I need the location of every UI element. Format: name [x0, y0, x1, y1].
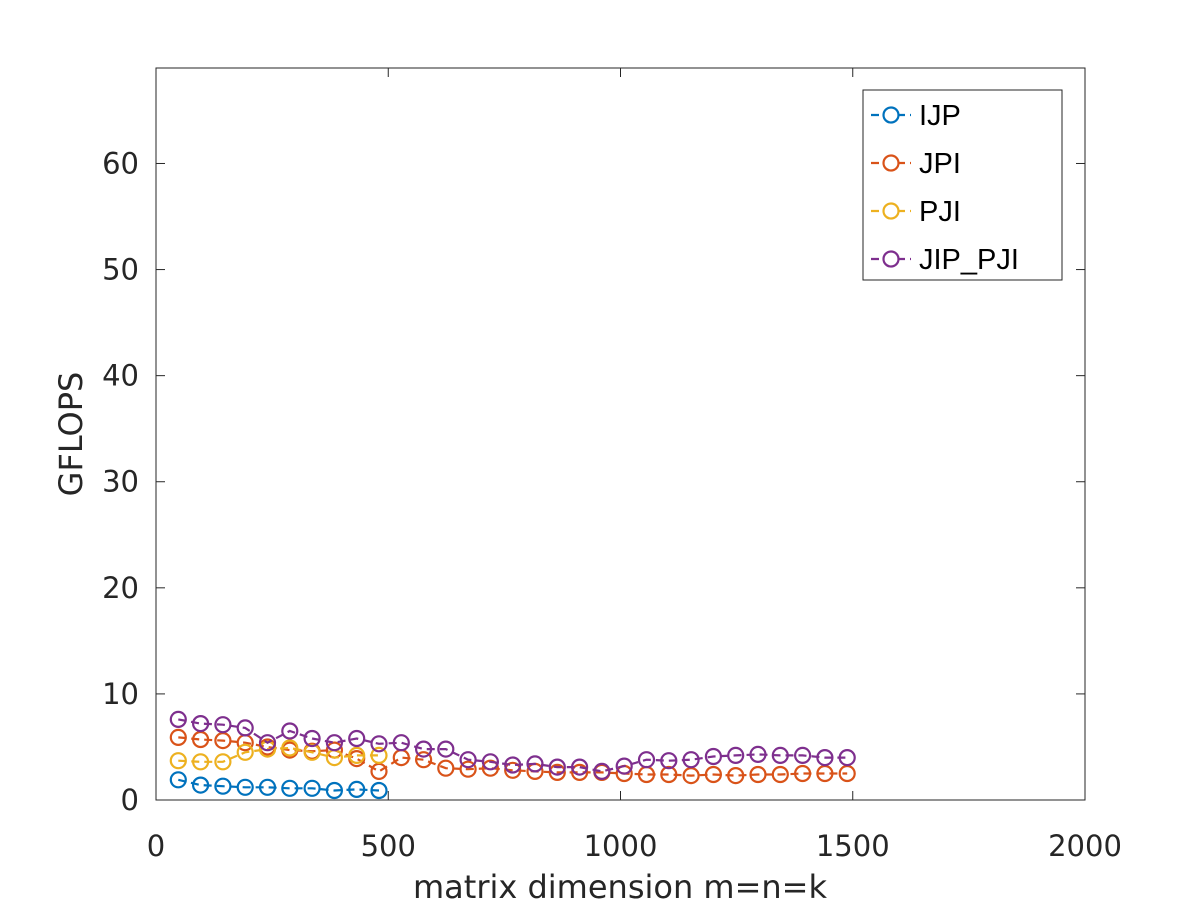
data-point: [593, 762, 611, 781]
legend-item: JPI: [871, 148, 961, 180]
data-point: [704, 765, 723, 784]
data-point: [459, 760, 477, 778]
legend-marker: [882, 106, 900, 124]
data-point: [192, 714, 210, 733]
data-point: [749, 765, 767, 784]
data-point: [281, 739, 299, 757]
data-point: [281, 779, 299, 797]
data-point: [727, 766, 745, 785]
y-tick-label: 50: [102, 253, 139, 287]
data-point: [303, 729, 321, 748]
data-point: [504, 756, 522, 774]
legend: IJP JPI PJI JIP_PJI: [862, 89, 1063, 281]
data-point: [660, 765, 678, 784]
y-tick-label: 60: [102, 146, 139, 180]
legend-label: PJI: [919, 196, 961, 228]
data-point: [771, 765, 789, 784]
data-point: [548, 763, 566, 782]
data-point: [258, 778, 277, 796]
data-point: [816, 748, 834, 767]
data-point: [370, 781, 388, 800]
data-point: [793, 764, 812, 783]
data-point: [192, 753, 210, 771]
data-point: [236, 778, 254, 796]
series-jip-pji: [169, 710, 856, 781]
x-tick-label: 1500: [816, 829, 890, 863]
y-tick-label: 10: [102, 677, 139, 711]
y-tick-label: 0: [121, 783, 139, 817]
data-point: [459, 751, 477, 769]
data-point: [570, 763, 589, 782]
y-axis-label: GFLOPS: [52, 372, 90, 497]
legend-label: JIP_PJI: [919, 244, 1019, 276]
data-point: [192, 776, 210, 794]
data-point: [169, 710, 187, 729]
data-point: [415, 751, 433, 769]
legend-label: IJP: [919, 100, 961, 132]
data-point: [392, 734, 410, 752]
data-point: [325, 781, 343, 800]
data-point: [303, 779, 321, 797]
x-tick-label: 1000: [584, 829, 658, 863]
series-line: [178, 718, 848, 773]
legend-marker: [882, 202, 900, 220]
data-point: [771, 746, 789, 765]
data-point: [615, 757, 633, 775]
data-point: [727, 746, 745, 765]
series-pji: [169, 739, 388, 771]
data-point: [348, 746, 366, 765]
ticks-layer: 0 500 1000 1500 2000 0 10 20 30 40 50 60: [102, 68, 1122, 863]
y-tick-label: 30: [102, 465, 139, 499]
data-point: [682, 751, 700, 769]
data-point: [704, 747, 723, 766]
data-point: [258, 734, 277, 752]
data-point: [749, 745, 767, 764]
legend-item: IJP: [871, 100, 961, 132]
legend-marker: [882, 154, 900, 172]
data-point: [637, 751, 656, 769]
data-point: [169, 752, 187, 770]
x-tick-label: 2000: [1048, 829, 1122, 863]
data-point: [570, 758, 589, 776]
legend-item: JIP_PJI: [871, 244, 1019, 276]
data-point: [504, 761, 522, 779]
data-point: [169, 728, 187, 747]
data-point: [214, 753, 232, 771]
data-point: [526, 755, 544, 773]
data-point: [548, 758, 566, 776]
data-point: [370, 735, 388, 753]
data-point: [303, 743, 321, 761]
y-tick-label: 20: [102, 571, 139, 605]
data-point: [348, 780, 366, 799]
data-point: [838, 748, 856, 767]
x-tick-label: 0: [147, 829, 165, 863]
data-point: [214, 716, 232, 734]
data-point: [481, 753, 499, 771]
series-line: [178, 746, 379, 763]
series-ijp: [169, 771, 388, 800]
y-tick-label: 40: [102, 359, 139, 393]
data-point: [325, 734, 343, 752]
data-point: [437, 759, 455, 777]
data-point: [236, 719, 254, 737]
data-point: [660, 752, 678, 770]
data-point: [281, 722, 299, 740]
data-point: [415, 740, 433, 758]
data-point: [214, 777, 232, 795]
series-layer: [169, 710, 856, 800]
x-tick-label: 500: [361, 829, 416, 863]
data-point: [437, 740, 455, 758]
legend-marker: [882, 250, 900, 268]
data-point: [793, 746, 812, 765]
legend-label: JPI: [919, 148, 961, 180]
legend-item: PJI: [871, 196, 961, 228]
data-point: [236, 743, 254, 761]
data-point: [169, 771, 187, 789]
data-point: [370, 746, 388, 765]
data-point: [348, 729, 366, 748]
x-axis-label: matrix dimension m=n=k: [413, 868, 828, 900]
